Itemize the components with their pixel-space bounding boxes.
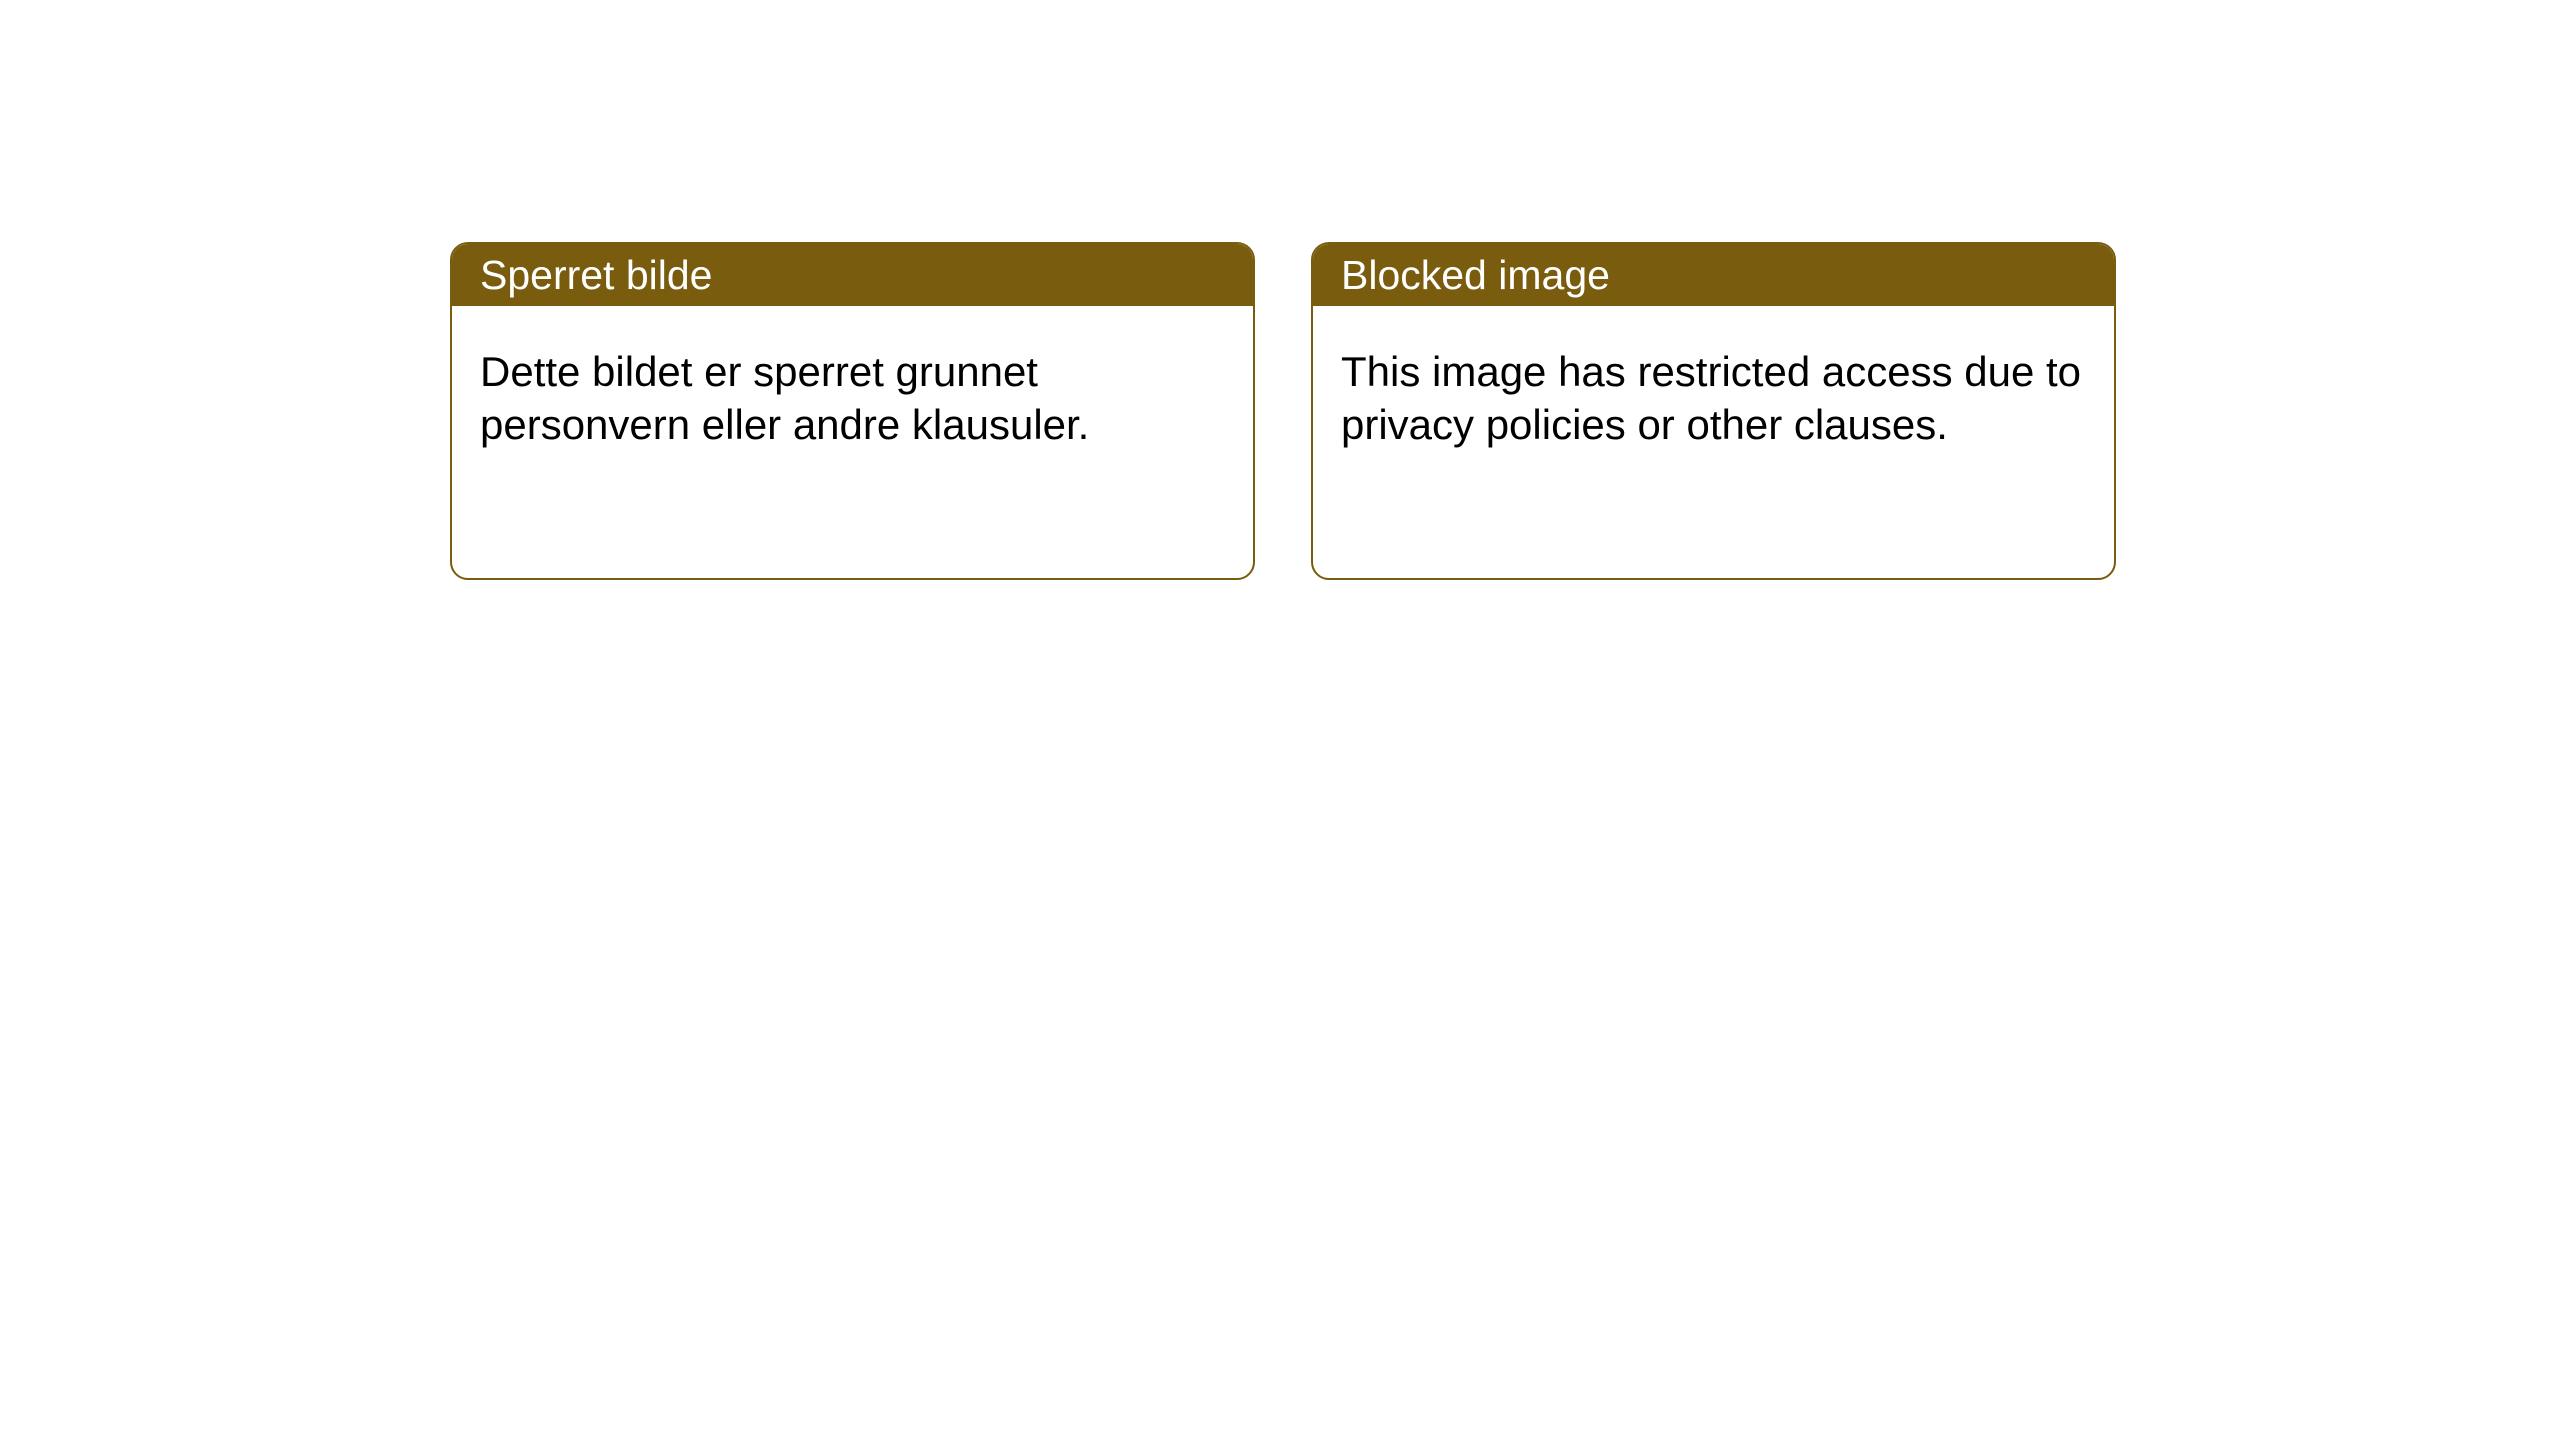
card-header: Blocked image [1313, 244, 2114, 306]
notice-card-english: Blocked image This image has restricted … [1311, 242, 2116, 580]
notice-card-norwegian: Sperret bilde Dette bildet er sperret gr… [450, 242, 1255, 580]
card-body: Dette bildet er sperret grunnet personve… [452, 306, 1253, 479]
card-body-text: This image has restricted access due to … [1341, 348, 2081, 448]
card-header: Sperret bilde [452, 244, 1253, 306]
card-title: Sperret bilde [480, 252, 712, 299]
notice-container: Sperret bilde Dette bildet er sperret gr… [0, 0, 2560, 580]
card-title: Blocked image [1341, 252, 1610, 299]
card-body: This image has restricted access due to … [1313, 306, 2114, 479]
card-body-text: Dette bildet er sperret grunnet personve… [480, 348, 1089, 448]
